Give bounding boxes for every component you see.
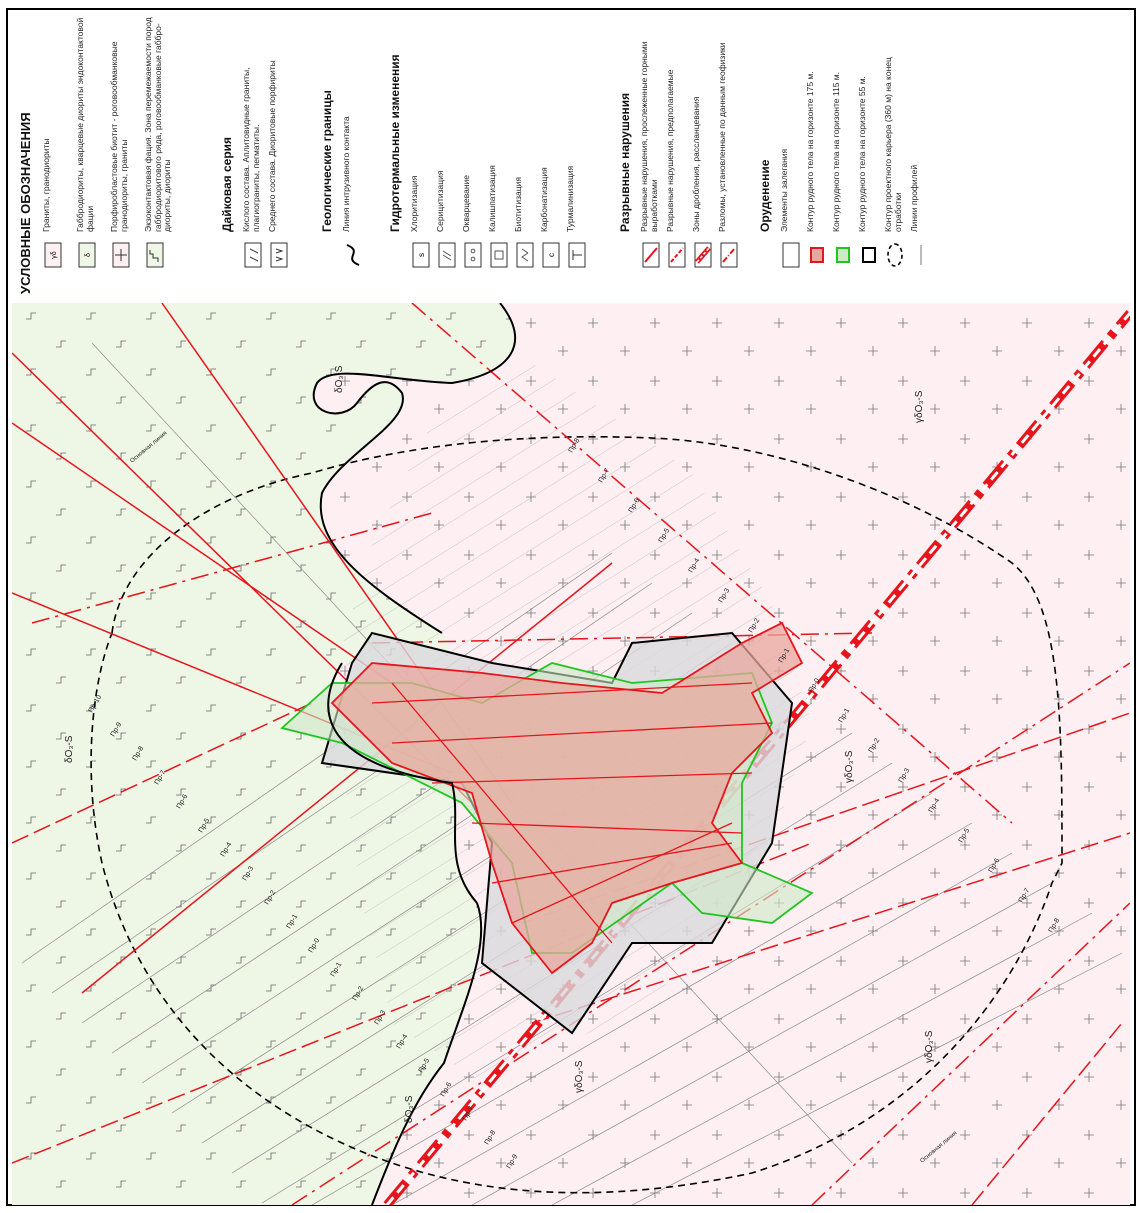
legend-item: Элементы залегания: [779, 10, 804, 298]
legend-section-title: Разрывные нарушения: [618, 92, 632, 232]
legend-item-label: Зоны дробления, рассланцевания: [691, 96, 701, 232]
legend-title: УСЛОВНЫЕ ОБОЗНАЧЕНИЯ: [18, 112, 33, 294]
legend-item-label: Разломы, установленные по данным геофизи…: [717, 42, 727, 232]
legend-item-label: Граниты, гранодиориты: [41, 138, 51, 232]
legend-item-label: Хлоритизация: [409, 175, 419, 232]
legend-item: Кислого состава. Аплитовидные граниты, п…: [241, 10, 266, 298]
legend-item-label: Контур рудного тела на горизонте 55 м.: [857, 76, 867, 232]
legend-item: Зоны дробления, рассланцевания: [691, 10, 716, 298]
legend-item: Среднего состава. Диоритовые порфириты: [267, 10, 292, 298]
rock-label: γδO₃-S: [924, 1030, 935, 1063]
legend-symbol-icon: [344, 242, 362, 268]
rock-label: γδO₃-S: [914, 390, 925, 423]
rock-label: γδO₃-S: [844, 750, 855, 783]
legend-symbol-icon: [860, 242, 878, 268]
legend-symbol-icon: [112, 242, 130, 268]
svg-text:γδ: γδ: [51, 251, 58, 259]
legend-symbol-icon: [834, 242, 852, 268]
legend-item-label: Разрывные нарушения, предполагаемые: [665, 69, 675, 233]
legend-item: Порфиробластовые биотит - роговообманков…: [109, 10, 134, 298]
legend-panel: УСЛОВНЫЕ ОБОЗНАЧЕНИЯ γδ Граниты, гранодиор…: [8, 10, 1134, 298]
legend-symbol-icon: [244, 242, 262, 268]
legend-symbol-icon: [808, 242, 826, 268]
legend-symbol-icon: [912, 242, 930, 268]
legend-item-label: Карбонатизация: [539, 167, 549, 232]
ore-contour-175m: [330, 621, 804, 975]
legend-item: Контур проектного карьера (360 м) на кон…: [883, 10, 908, 298]
legend-item: Линия интрузивного контакта: [341, 10, 366, 298]
legend-item: Биотитизация: [513, 10, 538, 298]
legend-item: Разрывные нарушения, прослеженные горным…: [639, 10, 664, 298]
legend-item-label: Окварцевание: [461, 174, 471, 232]
geological-map[interactable]: δO₃-S δO₃-S δO₃-S γδO₃-S γδO₃-S γδO₃-S γδO₃-S П…: [12, 303, 1130, 1205]
legend-item-label: Контур рудного тела на горизонте 175 м.: [805, 71, 815, 232]
legend-item: Контур рудного тела на горизонте 55 м.: [857, 10, 882, 298]
legend-item: Контур рудного тела на горизонте 175 м.: [805, 10, 830, 298]
legend-symbol-icon: [694, 242, 712, 268]
legend-item-label: Среднего состава. Диоритовые порфириты: [267, 60, 277, 232]
legend-item: Разрывные нарушения, предполагаемые: [665, 10, 690, 298]
legend-section-title: Оруденение: [758, 159, 772, 232]
legend-item: Экзоконтактовая фация. Зона перемежаемос…: [143, 10, 172, 298]
legend-item-label: Контур проектного карьера (360 м) на кон…: [883, 57, 903, 232]
legend-item: γδ Граниты, гранодиориты: [41, 10, 66, 298]
legend-item: Контур рудного тела на горизонте 115 м.: [831, 10, 856, 298]
rock-label: γδO₃-S: [574, 1060, 585, 1093]
legend-symbol-icon: c: [542, 242, 560, 268]
legend-item-label: Биотитизация: [513, 177, 523, 232]
legend-content: УСЛОВНЫЕ ОБОЗНАЧЕНИЯ γδ Граниты, гранодиор…: [8, 10, 1134, 298]
legend-item: Калишпатизация: [487, 10, 512, 298]
legend-symbol-icon: [490, 242, 508, 268]
legend-item-label: Элементы залегания: [779, 148, 789, 232]
legend-symbol-icon: [146, 242, 164, 268]
legend-item: Линии профилей: [909, 10, 934, 298]
legend-symbol-icon: s: [412, 242, 430, 268]
legend-symbol-icon: [438, 242, 456, 268]
legend-item: Окварцевание: [461, 10, 486, 298]
legend-item: Серицитизация: [435, 10, 460, 298]
ore-faults: [371, 682, 773, 944]
rock-label: δO₃-S: [334, 365, 345, 393]
legend-symbol-icon: [668, 242, 686, 268]
legend-symbol-icon: [642, 242, 660, 268]
legend-section-title: Гидротермальные изменения: [388, 54, 402, 232]
legend-section-title: Дайковая серия: [220, 136, 234, 232]
legend-item-label: Габбродиориты, кварцевые диориты эндокон…: [75, 17, 95, 232]
intrusive-contact: [312, 303, 517, 634]
legend-symbol-icon: δ: [78, 242, 96, 268]
legend-item-label: Контур рудного тела на горизонте 115 м.: [831, 71, 841, 232]
intrusive-contact-south: [371, 902, 483, 1205]
svg-text:c: c: [547, 253, 556, 257]
legend-item-label: Линия интрузивного контакта: [341, 116, 351, 232]
rock-label: δO₃-S: [404, 1095, 415, 1123]
svg-text:δ: δ: [85, 253, 92, 257]
legend-symbol-icon: [568, 242, 586, 268]
legend-item-label: Серицитизация: [435, 170, 445, 232]
legend-item: Разломы, установленные по данным геофизи…: [717, 10, 742, 298]
legend-symbol-icon: [782, 242, 800, 268]
legend-item-label: Турмалинизация: [565, 165, 575, 232]
legend-symbol-icon: [720, 242, 738, 268]
legend-symbol-icon: [464, 242, 482, 268]
legend-item: s Хлоритизация: [409, 10, 434, 298]
legend-item-label: Порфиробластовые биотит - роговообманков…: [109, 41, 129, 232]
legend-item: Турмалинизация: [565, 10, 590, 298]
legend-item-label: Разрывные нарушения, прослеженные горным…: [639, 41, 659, 232]
svg-text:s: s: [417, 253, 426, 257]
legend-item: δ Габбродиориты, кварцевые диориты эндоко…: [75, 10, 100, 298]
legend-symbol-icon: γδ: [44, 242, 62, 268]
legend-item-label: Линии профилей: [909, 164, 919, 232]
intrusive-contact-north: [327, 662, 478, 904]
legend-item-label: Калишпатизация: [487, 165, 497, 232]
rock-label: δO₃-S: [64, 735, 75, 763]
pit-contour: [90, 435, 1063, 1194]
legend-symbol-icon: [516, 242, 534, 268]
legend-item-label: Экзоконтактовая фация. Зона перемежаемос…: [143, 17, 172, 232]
legend-item: c Карбонатизация: [539, 10, 564, 298]
legend-symbol-icon: [270, 242, 288, 268]
legend-section-title: Геологические границы: [320, 90, 334, 232]
legend-symbol-icon: [886, 242, 904, 268]
legend-item-label: Кислого состава. Аплитовидные граниты, п…: [241, 67, 261, 232]
map-canvas[interactable]: δO₃-SδO₃-SδO₃-SγδO₃-SγδO₃-SγδO₃-SγδO₃-SП…: [12, 303, 1130, 1205]
